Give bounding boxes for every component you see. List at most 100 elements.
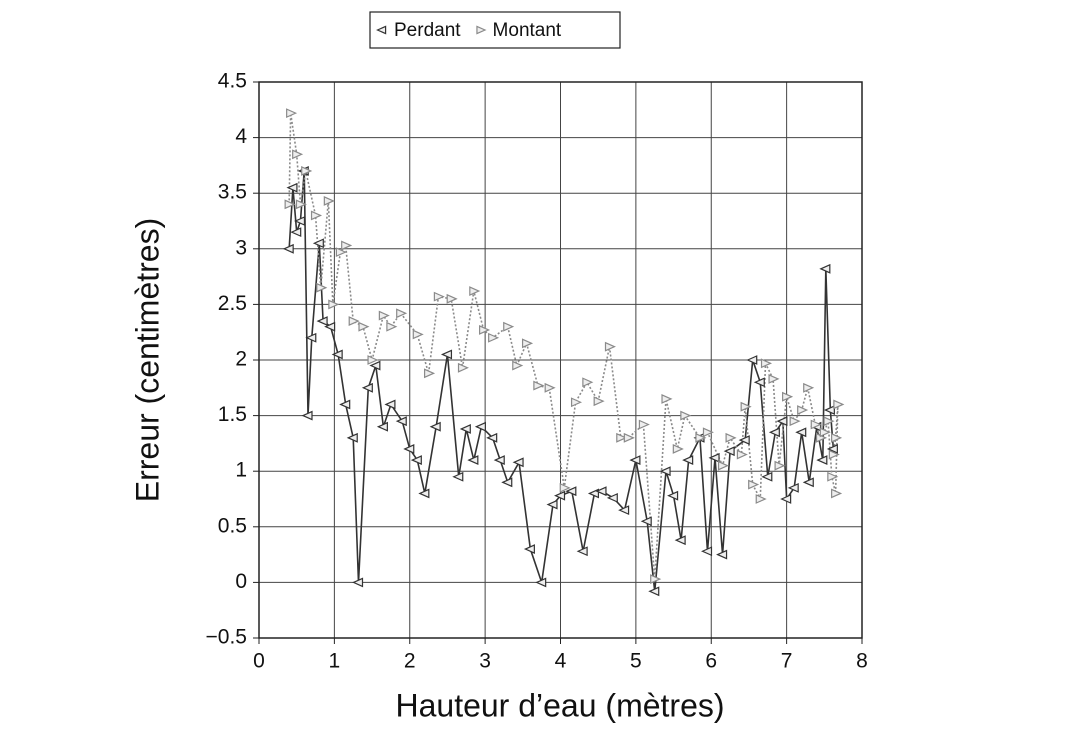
data-point	[723, 446, 735, 457]
data-point	[831, 488, 843, 499]
data-point	[457, 362, 469, 373]
data-point	[780, 494, 792, 504]
y-tick-label: 3	[235, 236, 247, 259]
data-point	[661, 393, 673, 404]
data-point	[606, 492, 618, 503]
data-point	[533, 380, 545, 391]
data-point	[488, 332, 500, 343]
data-point	[623, 432, 635, 443]
data-point	[295, 199, 307, 210]
data-point	[305, 332, 317, 343]
data-point	[640, 516, 652, 527]
data-point	[474, 421, 486, 432]
data-point	[352, 577, 364, 588]
data-point	[782, 391, 794, 402]
data-point	[440, 349, 453, 360]
data-point	[616, 432, 628, 443]
data-point	[452, 471, 464, 482]
data-point	[559, 482, 571, 493]
y-tick-label: −0.5	[206, 626, 247, 649]
data-point	[774, 460, 786, 471]
data-point	[544, 382, 556, 393]
data-point	[674, 535, 686, 546]
data-point	[760, 358, 772, 369]
y-tick-label: 1	[235, 459, 247, 482]
data-point	[816, 455, 828, 466]
y-tick-label: 3.5	[218, 181, 247, 204]
data-point	[286, 108, 298, 119]
data-point	[667, 490, 679, 501]
data-point	[410, 455, 422, 466]
legend-marker	[476, 25, 487, 35]
data-point	[433, 291, 445, 302]
data-point	[803, 382, 815, 393]
data-point	[826, 444, 838, 454]
data-point	[521, 338, 534, 349]
data-point	[348, 316, 360, 327]
x-axis-label: Hauteur d’eau (mètres)	[395, 687, 724, 723]
y-tick-label: 0.5	[218, 514, 247, 537]
x-tick-label: 7	[781, 650, 793, 673]
data-point	[467, 455, 479, 466]
data-point	[284, 199, 296, 210]
data-point	[512, 360, 524, 371]
data-point	[746, 355, 758, 365]
x-tick-label: 8	[856, 650, 868, 673]
data-point	[423, 368, 436, 379]
data-point	[346, 432, 358, 443]
y-tick-label: 2	[235, 348, 247, 371]
data-point	[324, 321, 336, 332]
data-point	[386, 321, 398, 332]
data-point	[761, 471, 773, 482]
data-point	[293, 216, 306, 226]
data-point	[535, 577, 547, 588]
data-point	[736, 449, 748, 460]
y-tick-label: 0	[235, 570, 247, 593]
data-point	[716, 549, 728, 560]
data-point	[479, 325, 491, 335]
y-tick-label: 4.5	[218, 70, 247, 93]
data-point	[376, 421, 388, 432]
data-point	[648, 586, 660, 597]
data-point	[768, 373, 780, 384]
data-point	[659, 466, 671, 477]
data-point	[341, 240, 353, 251]
data-point	[331, 349, 343, 360]
data-point	[582, 377, 594, 388]
data-point	[286, 182, 298, 193]
data-point	[335, 247, 347, 258]
data-point	[469, 286, 481, 296]
data-point	[396, 308, 408, 319]
x-tick-label: 1	[329, 650, 341, 673]
data-point	[412, 329, 424, 340]
data-point	[755, 494, 767, 504]
data-point	[819, 427, 831, 438]
data-point	[810, 419, 822, 430]
data-point	[282, 243, 294, 254]
data-point	[486, 432, 498, 443]
data-point	[418, 488, 430, 499]
x-tick-label: 6	[705, 650, 717, 673]
data-point	[823, 416, 835, 427]
series-line	[288, 113, 839, 580]
data-point	[292, 149, 304, 160]
data-point	[797, 405, 809, 415]
data-point	[361, 382, 373, 393]
data-point	[740, 401, 752, 412]
plot-frame	[258, 81, 863, 639]
data-point	[753, 377, 765, 388]
legend-label: Montant	[493, 20, 562, 41]
data-point	[369, 360, 381, 371]
data-point	[523, 544, 535, 554]
data-point	[682, 455, 694, 466]
data-point	[328, 299, 340, 310]
y-tick-label: 4	[235, 125, 247, 148]
data-point	[708, 452, 720, 463]
data-point	[787, 482, 799, 493]
data-point	[367, 355, 379, 365]
data-point	[701, 546, 713, 557]
data-point	[738, 435, 750, 445]
data-point	[828, 449, 840, 460]
data-point	[403, 444, 415, 454]
